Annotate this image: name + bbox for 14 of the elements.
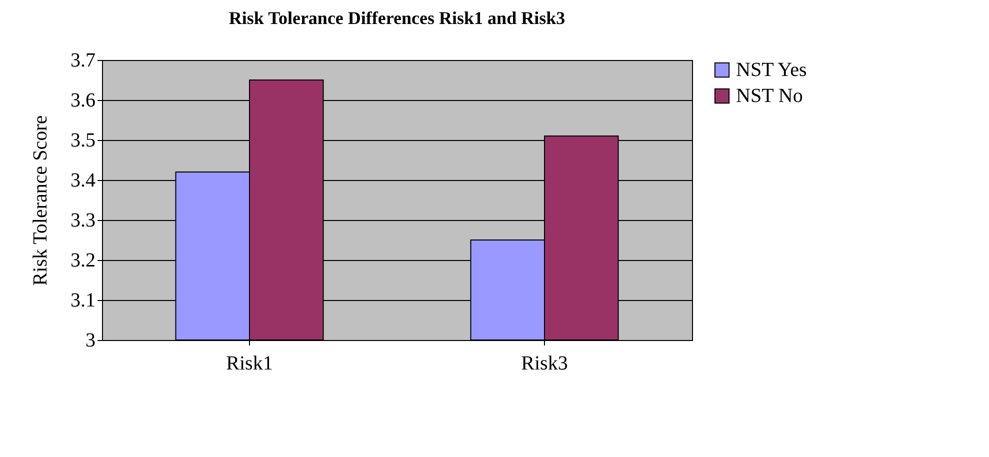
- legend-label: NST No: [736, 85, 803, 107]
- y-tick-label: 3.4: [70, 170, 96, 192]
- x-tick-label: Risk1: [226, 352, 273, 374]
- y-tick-label: 3.2: [70, 250, 96, 272]
- x-tick-label: Risk3: [521, 352, 568, 374]
- chart-title: Risk Tolerance Differences Risk1 and Risk3: [228, 8, 566, 28]
- y-tick-label: 3.1: [70, 290, 96, 312]
- y-tick-label: 3.7: [70, 50, 96, 72]
- legend-label: NST Yes: [736, 59, 807, 81]
- y-tick-label: 3.5: [70, 130, 96, 152]
- y-tick-label: 3.3: [70, 210, 96, 232]
- y-tick-label: 3: [86, 330, 96, 352]
- y-axis-title: Risk Tolerance Score: [30, 115, 52, 286]
- y-tick-label: 3.6: [70, 90, 96, 112]
